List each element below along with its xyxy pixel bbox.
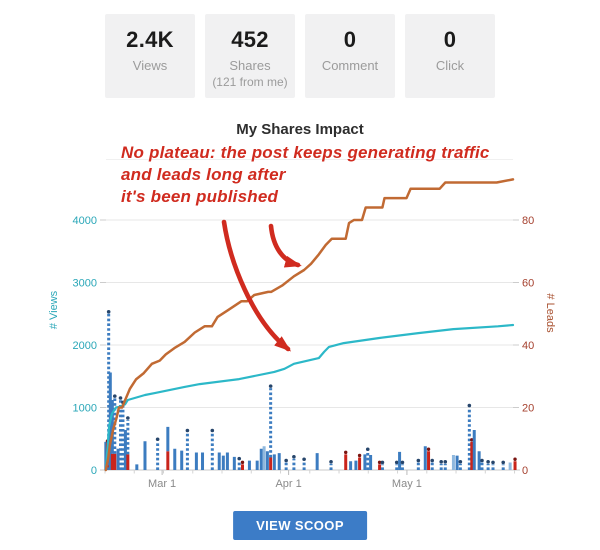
svg-text:Mar 1: Mar 1 (148, 478, 176, 490)
view-scoop-button[interactable]: VIEW SCOOP (233, 511, 367, 540)
svg-text:0: 0 (522, 465, 528, 477)
stats-bar: 2.4K Views 452 Shares (121 from me) 0 Co… (0, 14, 600, 98)
svg-text:2000: 2000 (73, 340, 97, 352)
shares-label: Shares (229, 58, 271, 73)
comment-label: Comment (321, 58, 379, 73)
svg-text:60: 60 (522, 278, 534, 290)
svg-text:May 1: May 1 (392, 478, 422, 490)
click-count: 0 (443, 27, 457, 52)
views-count: 2.4K (126, 27, 174, 52)
svg-text:3000: 3000 (73, 278, 97, 290)
svg-text:80: 80 (522, 215, 534, 227)
svg-text:# Views: # Views (48, 290, 60, 329)
svg-text:4000: 4000 (73, 215, 97, 227)
comment-count: 0 (343, 27, 357, 52)
chart-title: My Shares Impact (236, 121, 364, 138)
svg-text:Apr 1: Apr 1 (275, 478, 301, 490)
annotation-line-2: and leads long after (121, 165, 286, 184)
annotation-line-3: it's been published (121, 187, 279, 206)
views-label: Views (132, 58, 168, 73)
shares-impact-chart: 0 1000 2000 3000 4000 0 20 40 60 80 Mar 1 Apr 1 May … (48, 159, 556, 490)
svg-text:20: 20 (522, 403, 534, 415)
annotation-line-1: No plateau: the post keeps generating tr… (121, 143, 490, 162)
stat-card-views: 2.4K Views (105, 14, 195, 98)
click-label: Click (435, 58, 465, 73)
stat-card-comment: 0 Comment (305, 14, 395, 98)
shares-count: 452 (231, 27, 269, 52)
stat-card-shares: 452 Shares (121 from me) (205, 14, 295, 98)
svg-text:40: 40 (522, 340, 534, 352)
svg-text:1000: 1000 (73, 403, 97, 415)
shares-sublabel: (121 from me) (212, 75, 288, 89)
stat-card-click: 0 Click (405, 14, 495, 98)
handwritten-annotation: No plateau: the post keeps generating tr… (121, 142, 490, 208)
svg-text:# Leads: # Leads (544, 293, 556, 333)
svg-text:0: 0 (91, 465, 97, 477)
